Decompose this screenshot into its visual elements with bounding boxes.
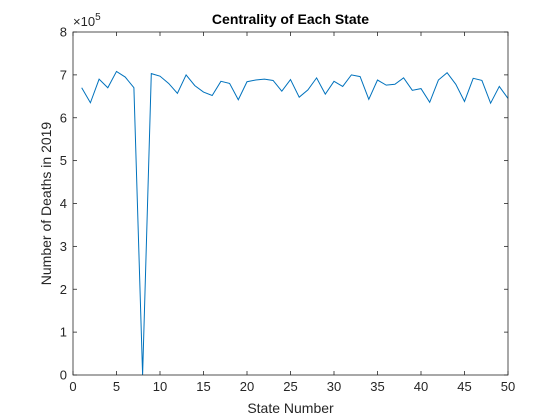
y-exponent-base: ×10 xyxy=(73,14,95,29)
x-tick-label: 25 xyxy=(283,379,297,394)
x-tick-label: 50 xyxy=(501,379,515,394)
plot-area xyxy=(73,32,508,375)
y-exponent-label: ×105 xyxy=(73,12,101,29)
series-line xyxy=(81,70,509,376)
x-tick-label: 35 xyxy=(370,379,384,394)
x-tick-label: 15 xyxy=(196,379,210,394)
x-tick-label: 20 xyxy=(240,379,254,394)
y-tick-label: 7 xyxy=(60,67,67,82)
x-tick-label: 10 xyxy=(153,379,167,394)
y-tick-label: 4 xyxy=(60,196,67,211)
y-exponent-power: 5 xyxy=(95,12,101,23)
x-tick-label: 30 xyxy=(327,379,341,394)
x-tick-label: 45 xyxy=(457,379,471,394)
x-tick-label: 5 xyxy=(113,379,120,394)
y-axis-label: Number of Deaths in 2019 xyxy=(38,122,54,286)
x-tick-label: 0 xyxy=(69,379,76,394)
y-tick-label: 3 xyxy=(60,239,67,254)
y-tick-label: 1 xyxy=(60,325,67,340)
y-tick-label: 5 xyxy=(60,153,67,168)
x-axis-label: State Number xyxy=(247,400,334,416)
axes-box xyxy=(72,31,509,376)
x-tick-label: 40 xyxy=(414,379,428,394)
chart-title: Centrality of Each State xyxy=(212,11,369,27)
y-tick-label: 2 xyxy=(60,282,67,297)
y-tick-label: 8 xyxy=(60,25,67,40)
y-tick-label: 0 xyxy=(60,368,67,383)
y-tick-label: 6 xyxy=(60,110,67,125)
